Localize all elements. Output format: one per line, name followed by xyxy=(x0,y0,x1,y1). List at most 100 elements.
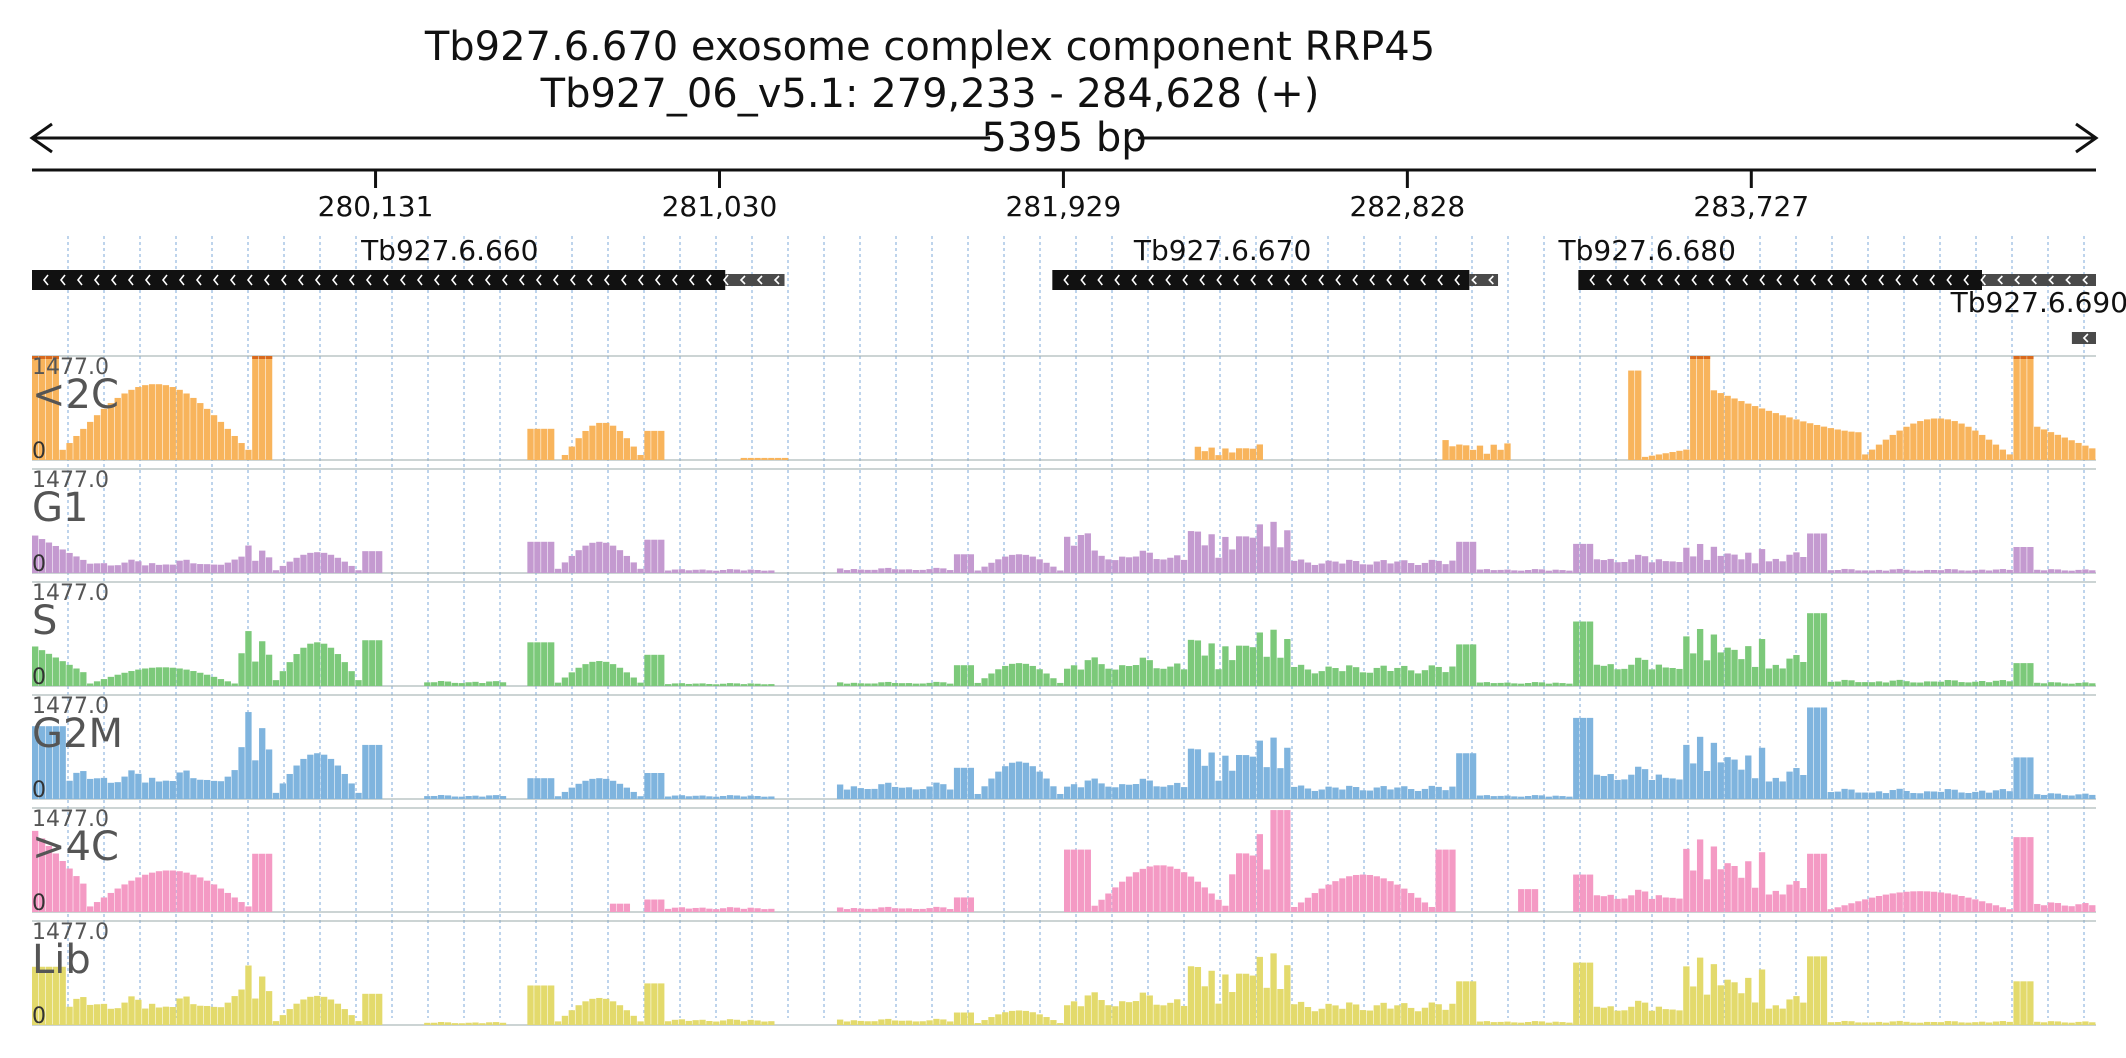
coverage-bar xyxy=(1125,784,1133,799)
coverage-bar xyxy=(66,443,73,460)
strand-chevron-icon xyxy=(1352,274,1358,286)
y-max-label-2: 1477.0 xyxy=(32,581,109,606)
strand-chevron-icon xyxy=(1335,274,1341,286)
coverage-bar xyxy=(197,877,204,912)
coverage-bar xyxy=(1194,446,1202,460)
coverage-bar xyxy=(128,880,135,912)
coverage-bar xyxy=(245,631,252,686)
coverage-bar xyxy=(1249,975,1257,1025)
coverage-bar xyxy=(981,566,988,573)
coverage-bar xyxy=(658,899,665,912)
coverage-bar xyxy=(238,443,245,460)
coverage-bar xyxy=(1752,666,1759,686)
coverage-bar xyxy=(1291,560,1298,573)
coverage-bar xyxy=(947,570,954,573)
coverage-bar xyxy=(1112,669,1119,686)
strand-chevron-icon xyxy=(1267,274,1273,286)
coverage-bar xyxy=(1229,549,1236,573)
coverage-bar xyxy=(1793,881,1800,912)
coverage-bar xyxy=(1903,681,1910,686)
coverage-bar xyxy=(1944,569,1951,573)
coverage-bar xyxy=(1015,663,1023,686)
coverage-bar xyxy=(1435,786,1442,799)
coverage-bar xyxy=(1449,446,1456,460)
strand-chevron-icon xyxy=(1148,274,1154,286)
coverage-bar xyxy=(1710,634,1718,686)
strand-chevron-icon xyxy=(1861,274,1867,286)
coverage-bar xyxy=(1304,788,1312,799)
coverage-bar xyxy=(1889,790,1896,799)
coverage-bar xyxy=(59,966,66,1025)
coverage-bar xyxy=(52,356,59,460)
coverage-bar xyxy=(2075,904,2082,912)
coverage-bar xyxy=(265,557,273,573)
coverage-bar xyxy=(1242,448,1250,460)
coverage-bar xyxy=(1655,774,1663,799)
strand-chevron-icon xyxy=(1199,274,1205,286)
coverage-bar xyxy=(2075,569,2082,573)
coverage-bar xyxy=(940,784,947,799)
coverage-bar xyxy=(162,870,170,912)
coverage-bar xyxy=(1628,895,1635,912)
coverage-bar xyxy=(155,667,163,686)
coverage-bar xyxy=(2027,663,2034,686)
coverage-bar xyxy=(1827,570,1835,573)
coverage-bar xyxy=(1683,636,1690,686)
coverage-bar xyxy=(1194,967,1202,1025)
coverage-bar xyxy=(1490,444,1497,460)
coverage-bar xyxy=(616,550,624,573)
coverage-bar xyxy=(1786,554,1793,573)
strand-chevron-icon xyxy=(1793,274,1799,286)
coverage-bar xyxy=(327,758,335,799)
coverage-bar xyxy=(1456,753,1463,799)
strand-chevron-icon xyxy=(2065,275,2071,285)
strand-chevron-icon xyxy=(399,274,406,286)
coverage-bar xyxy=(616,430,624,460)
coverage-bar xyxy=(1504,443,1511,460)
coverage-bar xyxy=(1249,855,1257,912)
coverage-bar xyxy=(45,845,53,912)
coverage-bar xyxy=(2020,356,2027,460)
coverage-bar xyxy=(871,788,878,799)
coverage-bar xyxy=(836,907,844,912)
coverage-bar xyxy=(926,682,933,686)
coverage-bar xyxy=(761,570,768,573)
coverage-bar xyxy=(1669,561,1676,573)
coverage-bar xyxy=(369,640,376,686)
coverage-bar xyxy=(1944,1021,1951,1025)
coverage-bar xyxy=(1401,560,1408,573)
coverage-bar xyxy=(1937,681,1945,686)
coverage-bar xyxy=(1566,683,1573,686)
coverage-bar xyxy=(623,555,631,573)
coverage-bar xyxy=(960,897,968,912)
strand-chevron-icon xyxy=(450,274,457,286)
coverage-bar xyxy=(1476,569,1484,573)
coverage-bar xyxy=(52,657,59,686)
coverage-bar xyxy=(210,884,218,912)
coverage-bar xyxy=(2054,569,2062,573)
strand-chevron-icon xyxy=(1420,274,1426,286)
coverage-bar xyxy=(554,1021,562,1025)
coverage-bar xyxy=(1545,796,1552,799)
coverage-bar xyxy=(238,653,245,686)
coverage-bar xyxy=(1008,663,1016,686)
coverage-bar xyxy=(217,421,225,460)
coverage-bar xyxy=(472,1022,479,1025)
coverage-bar xyxy=(265,749,273,799)
coverage-bar xyxy=(947,683,954,686)
coverage-bar xyxy=(1153,786,1160,799)
coverage-bar xyxy=(1187,966,1195,1025)
coverage-bar xyxy=(100,679,108,686)
coverage-bar xyxy=(1951,680,1958,686)
coverage-bar xyxy=(1139,992,1147,1025)
coverage-bar xyxy=(1215,899,1222,912)
coverage-bar xyxy=(1091,992,1098,1025)
coverage-bar xyxy=(1937,418,1945,460)
coverage-bar xyxy=(1607,894,1614,912)
coverage-bar xyxy=(231,435,238,460)
coverage-bar xyxy=(1875,444,1883,460)
coverage-bar xyxy=(334,765,342,799)
coverage-bar xyxy=(314,642,321,686)
coverage-bar xyxy=(1352,787,1360,799)
coverage-bar xyxy=(1965,1022,1972,1025)
